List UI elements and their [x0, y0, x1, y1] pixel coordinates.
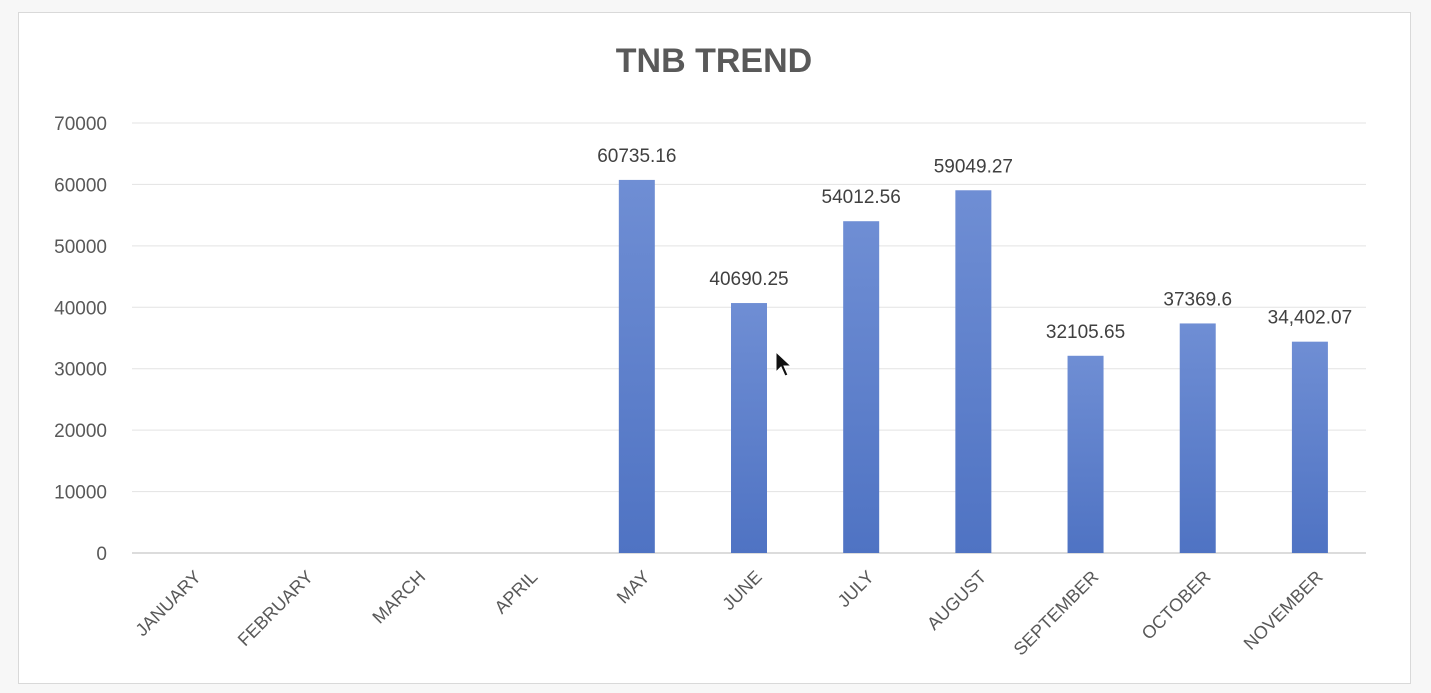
- data-label: 32105.65: [1046, 322, 1125, 343]
- y-tick-label: 20000: [54, 421, 107, 442]
- y-tick-label: 10000: [54, 483, 107, 504]
- x-tick-label: AUGUST: [923, 567, 990, 634]
- x-tick-label: MARCH: [368, 567, 429, 628]
- y-tick-label: 0: [96, 544, 107, 565]
- bar-november: [1291, 341, 1328, 553]
- data-label: 40690.25: [709, 269, 788, 290]
- data-label: 34,402.07: [1268, 308, 1353, 329]
- x-tick-label: JUNE: [718, 567, 765, 614]
- data-label: 59049.27: [934, 156, 1013, 177]
- data-label: 60735.16: [597, 146, 676, 167]
- data-labels: 60735.16 40690.25 54012.56 59049.27 32105.65…: [597, 146, 1352, 343]
- bar-may: [618, 179, 655, 553]
- mouse-cursor-icon: [775, 350, 793, 377]
- chart-title: TNB TREND: [616, 42, 812, 80]
- x-axis-ticks: JANUARY FEBRUARY MARCH APRIL MAY JUNE JULY AUGU…: [132, 567, 1327, 660]
- y-tick-label: 30000: [54, 360, 107, 381]
- x-tick-label: MAY: [613, 567, 654, 608]
- x-tick-label: OCTOBER: [1138, 567, 1215, 644]
- y-axis-ticks: 0 10000 20000 30000 40000 50000 60000 70000: [54, 114, 107, 565]
- bar-july: [843, 221, 880, 553]
- chart-frame: [18, 12, 1411, 684]
- data-label: 54012.56: [822, 187, 901, 208]
- bar-june: [731, 303, 767, 553]
- y-tick-label: 50000: [54, 237, 107, 258]
- x-tick-label: JULY: [834, 567, 878, 611]
- bars: [618, 179, 1328, 553]
- x-tick-label: FEBRUARY: [234, 567, 317, 650]
- y-tick-label: 70000: [54, 114, 107, 135]
- x-tick-label: JANUARY: [132, 567, 205, 640]
- bar-october: [1179, 323, 1216, 553]
- y-tick-label: 60000: [54, 175, 107, 196]
- x-tick-label: SEPTEMBER: [1010, 567, 1103, 660]
- bar-august: [955, 190, 992, 553]
- data-label: 37369.6: [1163, 289, 1232, 310]
- x-tick-label: APRIL: [491, 567, 542, 618]
- x-tick-label: NOVEMBER: [1240, 567, 1327, 654]
- bar-september: [1067, 355, 1104, 553]
- y-tick-label: 40000: [54, 298, 107, 319]
